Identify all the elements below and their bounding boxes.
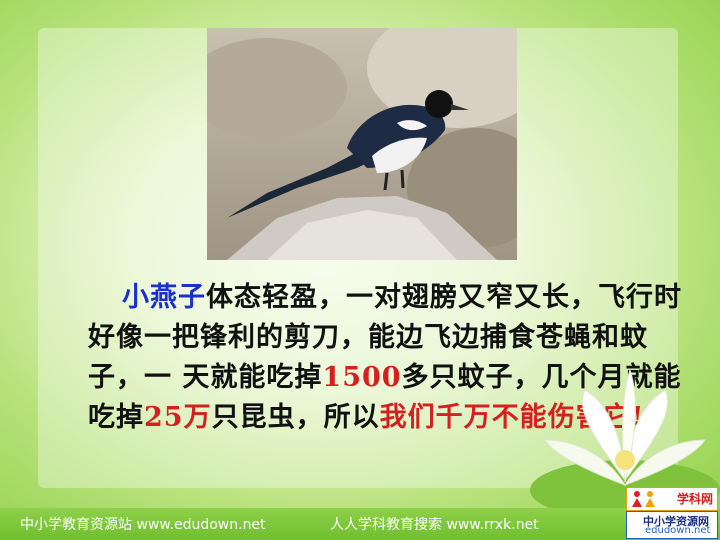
logo-bottom-text2: edudown.net <box>645 525 711 536</box>
magpie-photo <box>207 28 517 260</box>
logo-figures-icon <box>632 491 655 507</box>
xuekewang-logo[interactable]: 学科网 <box>626 487 718 511</box>
passage-part1: 体态轻盈，一对翅膀又窄又长，飞行时好像一把锋利的剪刀，能边飞边捕食苍蝇和蚊子，一… <box>88 282 682 393</box>
footer-left-text: 中小学教育资源站 www.edudown.net <box>20 517 266 533</box>
highlight-name: 小燕子 <box>122 282 206 313</box>
passage-part3: 只昆虫，所以 <box>211 402 380 433</box>
footer-bar: 中小学教育资源站 www.edudown.net 人人学科教育搜索 www.rr… <box>0 508 720 540</box>
footer-right-text: 人人学科教育搜索 www.rrxk.net <box>330 517 539 533</box>
logo-bottom-text1: 中小学资源网 <box>643 515 709 528</box>
number-25wan: 25万 <box>144 402 212 433</box>
logo-top-text: 学科网 <box>676 492 713 506</box>
number-1500: 1500 <box>322 362 402 393</box>
passage-text: 小燕子体态轻盈，一对翅膀又窄又长，飞行时好像一把锋利的剪刀，能边飞边捕食苍蝇和蚊… <box>88 278 688 438</box>
edudown-logo[interactable]: 中小学资源网 edudown.net <box>626 511 718 539</box>
passage-part2: 多只蚊子，几个月就能吃掉 <box>88 362 682 433</box>
